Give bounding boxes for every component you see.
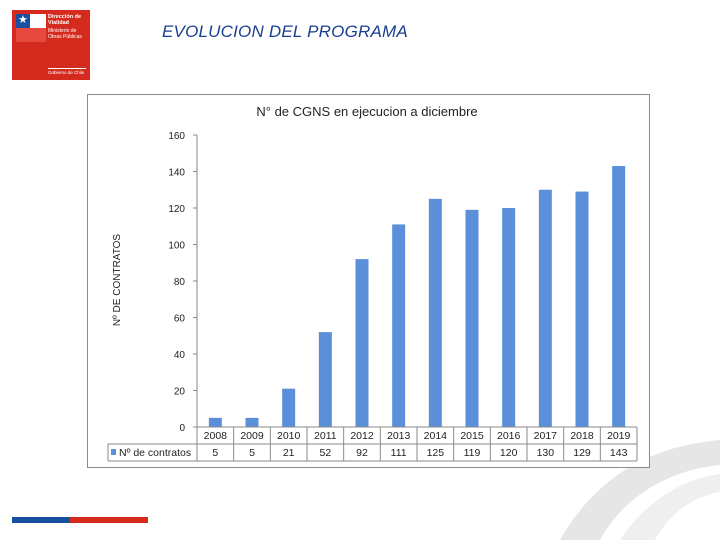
y-tick-label: 40 — [174, 350, 186, 361]
page-title: EVOLUCION DEL PROGRAMA — [162, 22, 408, 41]
x-tick-label: 2014 — [424, 430, 448, 442]
y-tick-label: 120 — [168, 204, 185, 215]
data-table-value: 129 — [573, 447, 591, 459]
data-table-value: 5 — [212, 447, 218, 459]
x-tick-label: 2016 — [497, 430, 521, 442]
footer-bar-blue — [12, 517, 70, 523]
y-tick-label: 60 — [174, 314, 186, 325]
x-tick-label: 2010 — [277, 430, 301, 442]
data-table-value: 111 — [391, 447, 407, 459]
y-tick-label: 80 — [174, 277, 186, 288]
bar — [282, 388, 296, 427]
bar — [245, 417, 259, 427]
bar — [318, 332, 332, 427]
x-tick-label: 2018 — [570, 430, 594, 442]
legend-swatch — [111, 449, 116, 455]
logo-gov: Gobierno de Chile — [48, 68, 86, 75]
logo-ministry: Ministerio de Obras Públicas — [48, 28, 82, 40]
chile-flag-icon: ★ — [16, 14, 46, 42]
y-tick-label: 20 — [174, 387, 186, 398]
x-tick-label: 2008 — [204, 430, 228, 442]
x-tick-label: 2019 — [607, 430, 631, 442]
data-table-value: 130 — [537, 447, 555, 459]
y-tick-label: 140 — [168, 168, 185, 179]
bar — [355, 259, 369, 427]
data-table-value: 92 — [356, 447, 368, 459]
x-tick-label: 2012 — [350, 430, 374, 442]
data-table-value: 125 — [427, 447, 445, 459]
x-tick-label: 2015 — [460, 430, 484, 442]
gov-logo: ★ Dirección de Vialidad Ministerio de Ob… — [12, 10, 90, 80]
x-tick-label: 2017 — [534, 430, 558, 442]
bar — [428, 198, 442, 427]
bar — [392, 224, 406, 427]
footer-bar-red — [70, 517, 148, 523]
data-table-value: 21 — [283, 447, 295, 459]
chart-title: N° de CGNS en ejecucion a diciembre — [256, 104, 477, 119]
y-tick-label: 160 — [168, 131, 185, 142]
bar — [208, 417, 222, 427]
data-table-value: 143 — [610, 447, 628, 459]
bar — [612, 166, 626, 427]
data-table-value: 5 — [249, 447, 255, 459]
data-table-value: 119 — [464, 447, 481, 459]
x-tick-label: 2013 — [387, 430, 411, 442]
x-tick-label: 2009 — [240, 430, 264, 442]
bar — [538, 189, 552, 427]
y-tick-label: 0 — [179, 423, 185, 434]
x-tick-label: 2011 — [314, 430, 337, 442]
y-axis-label: Nº DE CONTRATOS — [112, 234, 123, 327]
bar — [465, 209, 479, 427]
y-tick-label: 100 — [168, 241, 185, 252]
logo-agency: Dirección de Vialidad — [48, 14, 82, 26]
bar — [575, 191, 589, 427]
data-table-value: 52 — [319, 447, 331, 459]
bar — [502, 208, 516, 427]
data-table-value: 120 — [500, 447, 518, 459]
legend-label: Nº de contratos — [119, 447, 191, 459]
logo-text: Dirección de Vialidad Ministerio de Obra… — [48, 14, 88, 40]
